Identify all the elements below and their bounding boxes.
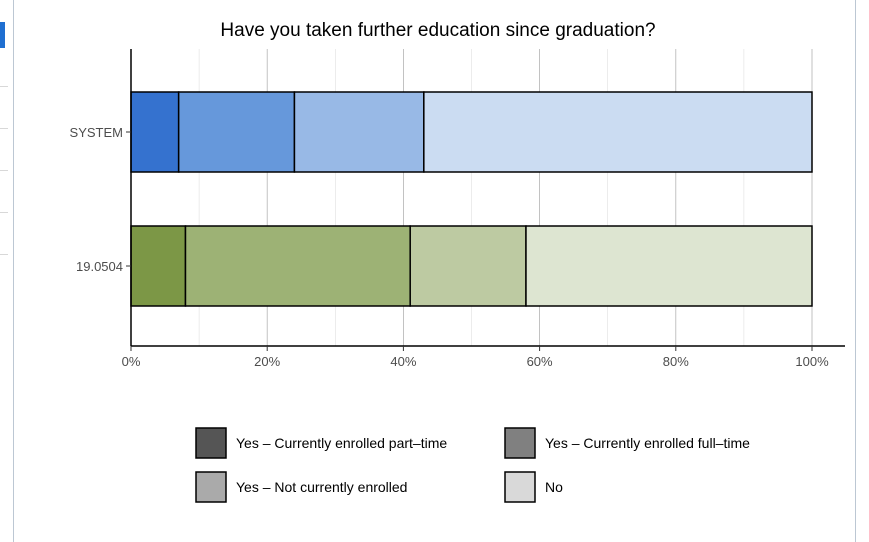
legend-swatch bbox=[504, 471, 536, 503]
x-tick-label: 60% bbox=[527, 354, 553, 369]
chart-title: Have you taken further education since g… bbox=[220, 20, 655, 41]
y-tick-label: 19.0504 bbox=[76, 259, 123, 274]
bar-segment bbox=[130, 225, 187, 307]
bar-segment bbox=[293, 91, 425, 173]
x-tick-label: 100% bbox=[795, 354, 829, 369]
legend-swatch bbox=[195, 471, 227, 503]
bar-segment bbox=[184, 225, 411, 307]
bar-segment bbox=[409, 225, 527, 307]
y-axis-ticks: SYSTEM 19.0504 bbox=[70, 125, 131, 274]
legend-swatch bbox=[504, 427, 536, 459]
chart-panel bbox=[13, 0, 856, 542]
bars bbox=[130, 91, 813, 307]
x-tick-label: 0% bbox=[122, 354, 141, 369]
x-tick-label: 20% bbox=[254, 354, 280, 369]
side-divider bbox=[0, 86, 8, 87]
x-tick-label: 40% bbox=[390, 354, 416, 369]
bar-segment bbox=[177, 91, 296, 173]
legend-swatch bbox=[195, 427, 227, 459]
bar-segment bbox=[130, 91, 180, 173]
x-axis-ticks: 0% 20% 40% 60% 80% 100% bbox=[122, 346, 829, 369]
x-tick-label: 80% bbox=[663, 354, 689, 369]
legend-label: Yes – Not currently enrolled bbox=[236, 479, 407, 495]
bar-segment bbox=[423, 91, 813, 173]
legend-label: Yes – Currently enrolled part–time bbox=[236, 435, 447, 451]
legend-label: Yes – Currently enrolled full–time bbox=[545, 435, 750, 451]
side-divider bbox=[0, 170, 8, 171]
legend: Yes – Currently enrolled part–time Yes – … bbox=[195, 427, 750, 503]
side-divider bbox=[0, 212, 8, 213]
side-divider bbox=[0, 128, 8, 129]
legend-label: No bbox=[545, 479, 563, 495]
side-accent bbox=[0, 22, 5, 48]
bar-segment bbox=[525, 225, 813, 307]
y-tick-label: SYSTEM bbox=[70, 125, 123, 140]
side-divider bbox=[0, 254, 8, 255]
